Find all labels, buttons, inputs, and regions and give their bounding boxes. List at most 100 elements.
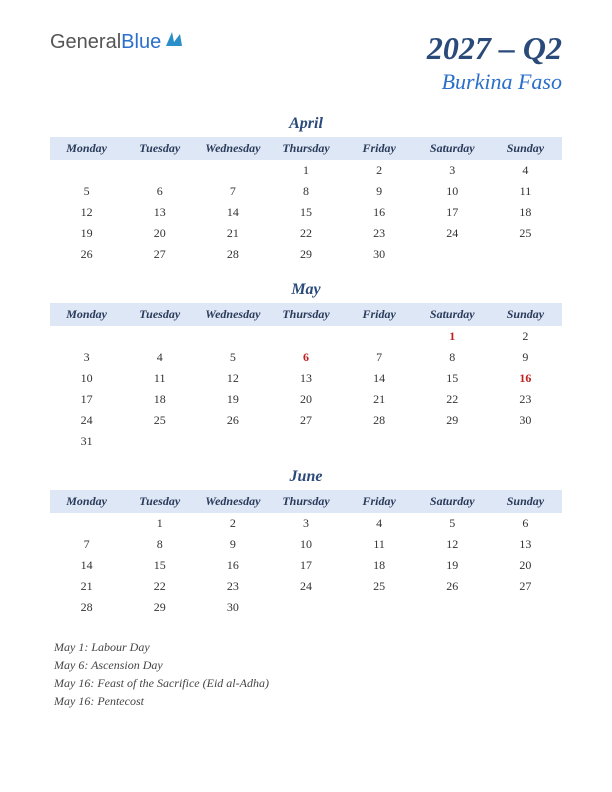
calendar-cell: 9 [196,534,269,555]
calendar-row: 2627282930 [50,244,562,265]
calendar-cell: 28 [343,410,416,431]
day-header: Sunday [489,303,562,326]
day-header: Friday [343,303,416,326]
month-name: May [50,281,562,299]
calendar-row: 10111213141516 [50,368,562,389]
holiday-entry: May 16: Pentecost [50,692,562,710]
day-header: Tuesday [123,490,196,513]
calendar-table: MondayTuesdayWednesdayThursdayFridaySatu… [50,137,562,265]
calendar-cell: 2 [489,326,562,347]
calendar-cell: 29 [269,244,342,265]
calendar-cell: 31 [50,431,123,452]
calendar-cell: 28 [50,597,123,618]
calendar-cell: 18 [123,389,196,410]
day-header: Friday [343,137,416,160]
calendar-cell: 17 [416,202,489,223]
calendar-cell: 14 [50,555,123,576]
calendar-cell: 5 [50,181,123,202]
calendar-cell: 9 [489,347,562,368]
calendar-row: 21222324252627 [50,576,562,597]
calendar-cell: 21 [50,576,123,597]
calendar-cell: 5 [416,513,489,534]
calendar-cell: 17 [50,389,123,410]
calendar-cell: 1 [123,513,196,534]
calendar-cell: 15 [123,555,196,576]
calendar-cell: 18 [343,555,416,576]
day-header: Tuesday [123,137,196,160]
calendar-cell: 25 [489,223,562,244]
month-block: JuneMondayTuesdayWednesdayThursdayFriday… [50,468,562,618]
calendar-cell [269,431,342,452]
calendar-cell: 4 [123,347,196,368]
calendar-cell: 6 [489,513,562,534]
calendar-cell: 11 [123,368,196,389]
day-header: Thursday [269,137,342,160]
calendar-cell: 24 [50,410,123,431]
day-header: Wednesday [196,303,269,326]
calendar-cell: 3 [416,160,489,181]
calendar-cell: 13 [123,202,196,223]
calendar-cell: 6 [269,347,342,368]
calendar-cell: 7 [50,534,123,555]
calendar-cell: 13 [269,368,342,389]
calendar-cell: 4 [489,160,562,181]
calendar-cell [416,597,489,618]
calendar-cell: 12 [50,202,123,223]
calendar-cell: 23 [196,576,269,597]
calendar-table: MondayTuesdayWednesdayThursdayFridaySatu… [50,303,562,452]
day-header: Wednesday [196,490,269,513]
month-block: May MondayTuesdayWednesdayThursdayFridayS… [50,281,562,452]
calendar-row: 282930 [50,597,562,618]
day-header: Monday [50,303,123,326]
calendar-cell: 12 [416,534,489,555]
calendar-cell: 28 [196,244,269,265]
calendar-cell [269,326,342,347]
calendar-cell: 29 [123,597,196,618]
calendar-cell [416,431,489,452]
calendar-row: 123456 [50,513,562,534]
day-header: Saturday [416,490,489,513]
header: GeneralBlue 2027 – Q2 Burkina Faso [50,30,562,95]
country-title: Burkina Faso [427,69,562,95]
calendar-cell: 1 [269,160,342,181]
day-header: Thursday [269,303,342,326]
calendar-row: 12131415161718 [50,202,562,223]
calendar-cell [489,597,562,618]
calendar-cell: 11 [343,534,416,555]
calendar-cell: 15 [269,202,342,223]
calendar-cell: 16 [343,202,416,223]
calendar-cell [50,326,123,347]
day-header: Thursday [269,490,342,513]
calendar-cell: 3 [269,513,342,534]
calendar-cell: 26 [416,576,489,597]
calendar-cell [196,431,269,452]
calendar-row: 12 [50,326,562,347]
calendar-cell: 10 [50,368,123,389]
calendar-row: 31 [50,431,562,452]
calendar-cell: 26 [50,244,123,265]
calendar-cell: 29 [416,410,489,431]
calendar-cell [50,160,123,181]
calendar-cell: 10 [269,534,342,555]
calendar-cell: 3 [50,347,123,368]
calendar-cell [269,597,342,618]
calendar-cell [489,244,562,265]
calendar-row: 24252627282930 [50,410,562,431]
calendar-cell: 12 [196,368,269,389]
calendar-cell: 15 [416,368,489,389]
calendar-cell: 19 [50,223,123,244]
calendar-cell [343,597,416,618]
day-header: Friday [343,490,416,513]
calendar-cell: 11 [489,181,562,202]
calendar-cell: 30 [489,410,562,431]
calendar-cell: 6 [123,181,196,202]
calendar-cell [343,431,416,452]
calendar-cell: 24 [269,576,342,597]
calendar-cell: 2 [196,513,269,534]
calendar-cell: 14 [343,368,416,389]
holiday-entry: May 1: Labour Day [50,638,562,656]
calendar-cell: 7 [343,347,416,368]
calendar-cell: 30 [343,244,416,265]
logo: GeneralBlue [50,30,184,54]
calendar-cell [196,326,269,347]
